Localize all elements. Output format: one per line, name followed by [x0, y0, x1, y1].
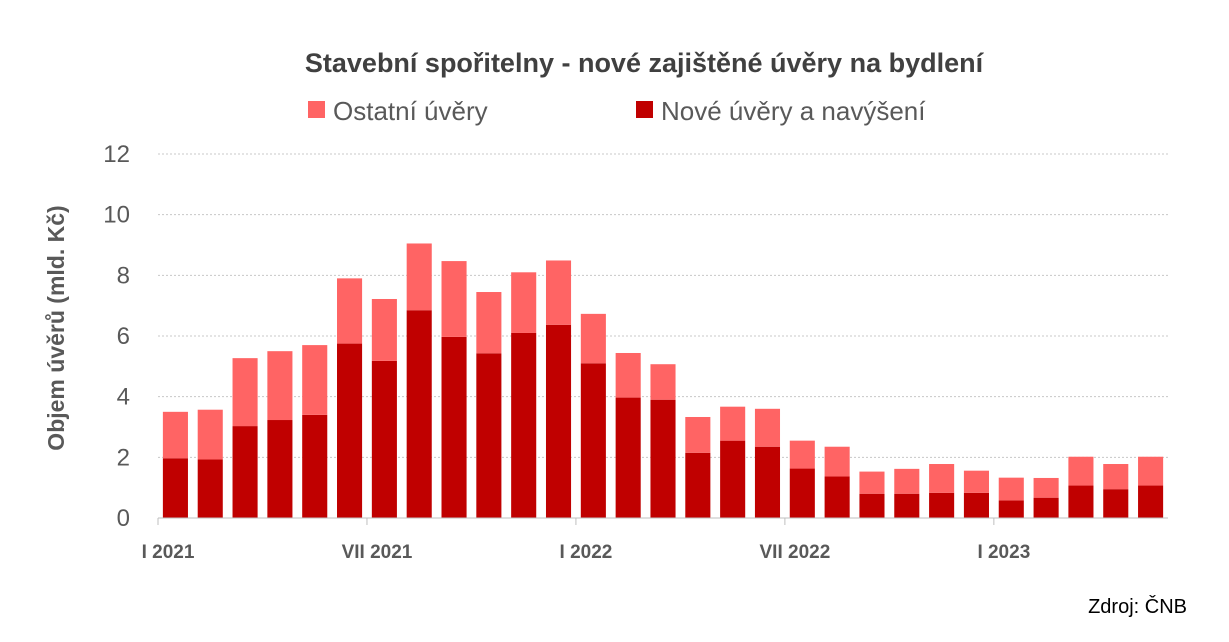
bar-ostatni-uvery: [824, 446, 850, 477]
x-tick-label: I 2023: [977, 542, 1030, 563]
y-axis-label: Objem úvěrů (mld. Kč): [43, 205, 69, 450]
bar-ostatni-uvery: [1103, 464, 1129, 490]
bar-nove-uvery: [511, 332, 537, 518]
bar-nove-uvery: [685, 452, 711, 518]
bar-nove-uvery: [929, 492, 955, 518]
bar-nove-uvery: [232, 426, 258, 518]
bar-ostatni-uvery: [615, 352, 641, 398]
bar-nove-uvery: [162, 458, 188, 518]
bar-ostatni-uvery: [894, 468, 920, 494]
bar-nove-uvery: [824, 476, 850, 518]
legend-swatch-nove: [636, 101, 653, 118]
bar-nove-uvery: [441, 336, 467, 518]
y-axis-ticks: 0 2 4 6 8 10 12: [103, 141, 130, 532]
bar-nove-uvery: [615, 397, 641, 518]
bar-ostatni-uvery: [929, 464, 955, 493]
y-tick-label: 12: [103, 141, 130, 168]
bar-ostatni-uvery: [1068, 456, 1094, 486]
bar-ostatni-uvery: [441, 261, 467, 337]
bar-ostatni-uvery: [302, 345, 328, 415]
bar-nove-uvery: [302, 414, 328, 518]
bar-nove-uvery: [1068, 485, 1094, 518]
bar-nove-uvery: [406, 310, 432, 518]
bar-nove-uvery: [754, 446, 781, 518]
bar-ostatni-uvery: [371, 298, 397, 361]
bar-nove-uvery: [267, 420, 293, 518]
y-tick-label: 10: [103, 202, 130, 229]
y-tick-label: 4: [117, 384, 130, 411]
bar-ostatni-uvery: [267, 351, 293, 421]
bar-ostatni-uvery: [789, 440, 815, 469]
legend: Ostatní úvěry Nové úvěry a navýšení: [308, 96, 926, 126]
bar-ostatni-uvery: [963, 470, 989, 493]
bar-nove-uvery: [545, 324, 572, 518]
bar-nove-uvery: [337, 343, 363, 518]
bars: [162, 243, 1164, 518]
bar-nove-uvery: [1138, 485, 1164, 518]
bar-nove-uvery: [371, 360, 397, 518]
bar-nove-uvery: [720, 440, 746, 518]
y-tick-label: 0: [117, 505, 130, 532]
bar-nove-uvery: [197, 459, 223, 518]
bar-ostatni-uvery: [197, 409, 223, 460]
bar-ostatni-uvery: [685, 416, 711, 453]
bar-nove-uvery: [789, 468, 815, 518]
bar-ostatni-uvery: [1033, 477, 1059, 498]
bar-nove-uvery: [894, 493, 920, 518]
bar-ostatni-uvery: [650, 364, 676, 400]
bar-ostatni-uvery: [232, 358, 258, 427]
y-tick-label: 2: [117, 444, 130, 471]
bar-ostatni-uvery: [580, 313, 606, 364]
bar-nove-uvery: [1033, 497, 1059, 518]
x-axis-ticks: I 2021 VII 2021 I 2022 VII 2022 I 2023: [142, 518, 1030, 563]
legend-swatch-ostatni: [308, 101, 325, 118]
x-tick-label: VII 2021: [342, 542, 413, 563]
bar-ostatni-uvery: [720, 406, 746, 441]
bar-nove-uvery: [476, 353, 502, 518]
bar-ostatni-uvery: [406, 243, 432, 311]
bar-nove-uvery: [580, 363, 606, 518]
bar-ostatni-uvery: [545, 260, 572, 325]
chart-title: Stavební spořitelny - nové zajištěné úvě…: [305, 48, 985, 78]
bar-ostatni-uvery: [511, 272, 537, 333]
source-note: Zdroj: ČNB: [1088, 595, 1187, 618]
legend-label-ostatni: Ostatní úvěry: [333, 96, 488, 126]
x-tick-label: I 2022: [560, 542, 613, 563]
bar-ostatni-uvery: [859, 471, 885, 494]
bar-nove-uvery: [650, 399, 676, 518]
bar-nove-uvery: [998, 500, 1024, 518]
bar-ostatni-uvery: [162, 411, 188, 459]
legend-label-nove: Nové úvěry a navýšení: [661, 96, 926, 126]
bar-nove-uvery: [1103, 489, 1129, 518]
bar-nove-uvery: [859, 493, 885, 518]
x-tick-label: I 2021: [142, 542, 195, 563]
bar-ostatni-uvery: [337, 278, 363, 344]
bar-ostatni-uvery: [998, 477, 1024, 501]
y-tick-label: 6: [117, 323, 130, 350]
bar-nove-uvery: [963, 492, 989, 518]
bar-ostatni-uvery: [476, 292, 502, 354]
x-tick-label: VII 2022: [760, 542, 831, 563]
bar-ostatni-uvery: [1138, 456, 1164, 486]
bar-ostatni-uvery: [754, 408, 781, 447]
y-tick-label: 8: [117, 262, 130, 289]
